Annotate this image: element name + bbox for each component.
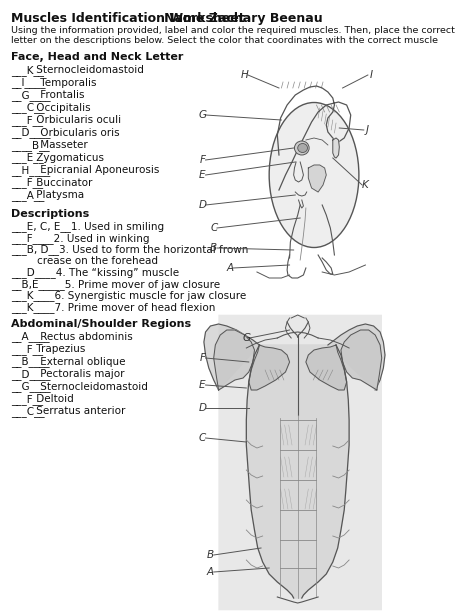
Text: ___A__: ___A__	[11, 190, 45, 201]
Text: Serratus anterior: Serratus anterior	[34, 406, 126, 416]
Text: ___F__: ___F__	[11, 394, 44, 405]
Text: E: E	[199, 380, 206, 390]
Ellipse shape	[298, 143, 308, 153]
Text: G: G	[198, 110, 206, 120]
Text: Temporalis: Temporalis	[37, 77, 97, 88]
Polygon shape	[333, 138, 339, 158]
Text: Deltoid: Deltoid	[34, 394, 74, 404]
Text: ___C__: ___C__	[11, 102, 45, 113]
Polygon shape	[306, 345, 346, 390]
Text: Rectus abdominis: Rectus abdominis	[37, 332, 133, 341]
Text: __B,E_____5. Prime mover of jaw closure: __B,E_____5. Prime mover of jaw closure	[11, 279, 220, 290]
Polygon shape	[246, 345, 349, 598]
Text: Frontalis: Frontalis	[37, 90, 85, 100]
Text: Using the information provided, label and color the required muscles. Then, plac: Using the information provided, label an…	[11, 26, 456, 35]
FancyBboxPatch shape	[219, 314, 382, 611]
Polygon shape	[249, 345, 290, 390]
Text: ___D____4. The “kissing” muscle: ___D____4. The “kissing” muscle	[11, 267, 180, 278]
Text: __B____: __B____	[11, 357, 50, 367]
Text: F: F	[199, 353, 205, 363]
Text: E: E	[199, 170, 206, 180]
Text: ___E__: ___E__	[11, 153, 44, 164]
Text: Buccinator: Buccinator	[34, 178, 93, 188]
Text: Face, Head and Neck Letter: Face, Head and Neck Letter	[11, 52, 184, 62]
Text: B: B	[207, 550, 214, 560]
Text: ___C__: ___C__	[11, 406, 45, 417]
Text: G: G	[242, 333, 250, 343]
Text: Zygomaticus: Zygomaticus	[34, 153, 104, 162]
Text: __A____: __A____	[11, 332, 50, 343]
Text: __D____: __D____	[11, 128, 51, 139]
Text: ___F__: ___F__	[11, 344, 44, 355]
Text: D: D	[198, 200, 206, 210]
Text: ___K____7. Prime mover of head flexion: ___K____7. Prime mover of head flexion	[11, 302, 216, 313]
Text: A: A	[207, 567, 214, 577]
Polygon shape	[328, 324, 385, 390]
Text: A: A	[227, 263, 234, 273]
Text: Masseter: Masseter	[37, 140, 88, 150]
Ellipse shape	[294, 141, 309, 155]
Polygon shape	[308, 165, 326, 192]
Text: I: I	[370, 70, 373, 80]
Text: __D____: __D____	[11, 369, 51, 380]
Text: Sternocleidomastoid: Sternocleidomastoid	[34, 65, 144, 75]
Text: Orbicularis oris: Orbicularis oris	[37, 128, 120, 137]
Text: Name Zachary Beenau: Name Zachary Beenau	[151, 12, 323, 25]
Text: Occipitalis: Occipitalis	[34, 102, 91, 113]
Text: C: C	[199, 433, 206, 443]
Text: J: J	[365, 125, 369, 135]
Text: External oblique: External oblique	[37, 357, 126, 367]
Text: Muscles Identification Worksheet: Muscles Identification Worksheet	[11, 12, 245, 25]
Text: Pectoralis major: Pectoralis major	[37, 369, 125, 379]
Polygon shape	[341, 330, 382, 390]
Text: ___K____6. Synergistic muscle for jaw closure: ___K____6. Synergistic muscle for jaw cl…	[11, 291, 246, 302]
Text: ___B, D__3. Used to form the horizontal frown: ___B, D__3. Used to form the horizontal …	[11, 245, 249, 256]
Text: D: D	[198, 403, 206, 413]
Text: Orbicularis oculi: Orbicularis oculi	[34, 115, 121, 125]
Text: K: K	[362, 180, 369, 190]
Text: Platysma: Platysma	[34, 190, 84, 200]
Text: Epicranial Aponeurosis: Epicranial Aponeurosis	[37, 165, 159, 175]
Text: C: C	[210, 223, 218, 233]
Text: ____B__: ____B__	[11, 140, 50, 151]
Text: __G____: __G____	[11, 90, 51, 101]
Polygon shape	[204, 324, 259, 390]
Text: letter on the descriptions below. Select the color that coordinates with the cor: letter on the descriptions below. Select…	[11, 36, 438, 45]
Text: crease on the forehead: crease on the forehead	[11, 256, 158, 266]
Text: __H____: __H____	[11, 165, 51, 176]
Text: __G____: __G____	[11, 381, 51, 392]
Text: ___F____2. Used in winking: ___F____2. Used in winking	[11, 233, 150, 244]
Ellipse shape	[269, 102, 359, 248]
Text: B: B	[210, 243, 217, 253]
Text: F: F	[199, 155, 205, 165]
Text: Trapezius: Trapezius	[34, 344, 86, 354]
Text: Sternocleidomastoid: Sternocleidomastoid	[37, 381, 148, 392]
Text: Descriptions: Descriptions	[11, 208, 90, 218]
Text: Abdominal/Shoulder Regions: Abdominal/Shoulder Regions	[11, 319, 191, 329]
Text: ___K__: ___K__	[11, 65, 45, 76]
Polygon shape	[214, 330, 255, 390]
Text: ___E, C, E__1. Used in smiling: ___E, C, E__1. Used in smiling	[11, 221, 164, 232]
Text: H: H	[241, 70, 248, 80]
Text: ___F__: ___F__	[11, 178, 44, 188]
Text: ___F__: ___F__	[11, 115, 44, 126]
Text: __I____: __I____	[11, 77, 46, 88]
